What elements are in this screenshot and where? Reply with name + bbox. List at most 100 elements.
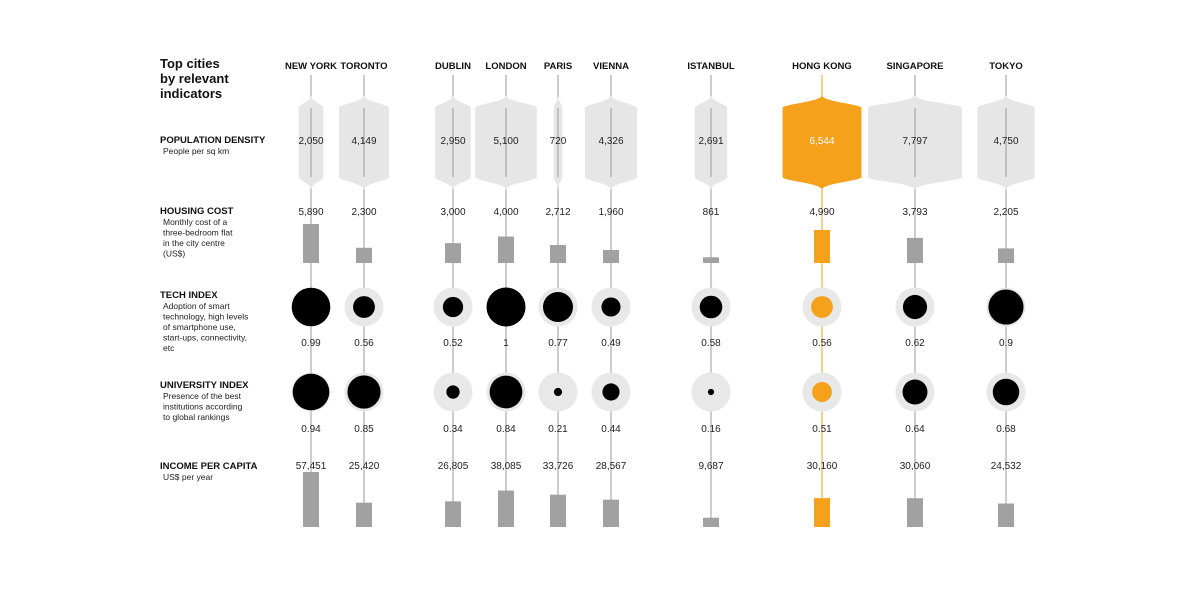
income-value: 30,060 [900,461,931,472]
income-value: 26,805 [438,461,469,472]
university-value: 0.68 [996,424,1016,435]
city-label: HONG KONG [792,61,852,72]
row-sublabel: (US$) [163,249,185,259]
tech-circle [442,296,464,318]
income-value: 24,532 [991,461,1022,472]
income-bar [303,472,319,527]
row-label: HOUSING COST [160,206,234,217]
city-label: NEW YORK [285,61,337,72]
housing-value: 2,712 [545,207,570,218]
housing-value: 3,793 [902,207,927,218]
university-value: 0.94 [301,424,321,435]
income-bar [814,498,830,527]
row-sublabel: Adoption of smart [163,301,230,311]
income-bar [498,490,514,527]
row-sublabel: institutions according [163,402,243,412]
housing-value: 1,960 [598,207,623,218]
row-sublabel: People per sq km [163,146,229,156]
tech-value: 0.77 [548,338,568,349]
city-label: TORONTO [340,61,387,72]
housing-bar [303,224,319,263]
income-value: 33,726 [543,461,574,472]
city-label: PARIS [544,61,572,72]
housing-value: 3,000 [440,207,465,218]
density-value: 6,544 [809,136,834,147]
row-sublabel: in the city centre [163,238,225,248]
density-value: 4,750 [993,136,1018,147]
tech-value: 0.56 [812,338,832,349]
tech-circle [811,296,833,318]
university-circle [902,379,928,405]
row-label: UNIVERSITY INDEX [160,380,249,391]
housing-bar [498,236,514,263]
housing-bar [445,243,461,263]
housing-bar [603,250,619,263]
tech-value: 0.56 [354,338,374,349]
row-sublabel: Presence of the best [163,391,242,401]
income-value: 9,687 [698,461,723,472]
housing-value: 4,000 [493,207,518,218]
row-sublabel: etc [163,343,175,353]
housing-bar [550,245,566,263]
tech-circle [988,289,1024,325]
university-value: 0.84 [496,424,516,435]
income-bar [445,501,461,527]
income-bar [550,494,566,527]
income-bar [998,503,1014,527]
city-label: SINGAPORE [886,61,943,72]
university-circle [992,378,1020,406]
income-value: 30,160 [807,461,838,472]
row-sublabel: start-ups, connectivity, [163,333,247,343]
tech-value: 1 [503,338,509,349]
density-value: 2,691 [698,136,723,147]
tech-circle [486,287,526,327]
housing-bar [356,247,372,263]
university-circle [292,373,330,411]
housing-value: 2,300 [351,207,376,218]
density-value: 7,797 [902,136,927,147]
housing-value: 5,890 [298,207,323,218]
density-band [782,95,862,190]
income-value: 25,420 [349,461,380,472]
tech-value: 0.58 [701,338,721,349]
row-sublabel: Monthly cost of a [163,217,228,227]
city-label: DUBLIN [435,61,471,72]
tech-circle [291,287,331,327]
tech-circle [353,296,375,318]
city-label: LONDON [485,61,526,72]
density-value: 4,326 [598,136,623,147]
chart-title-line: by relevant [160,71,229,86]
city-label: ISTANBUL [687,61,735,72]
city-label: VIENNA [593,61,629,72]
university-value: 0.64 [905,424,925,435]
tech-circle [542,291,574,323]
housing-bar [703,257,719,263]
tech-value: 0.49 [601,338,621,349]
density-value: 5,100 [493,136,518,147]
housing-value: 4,990 [809,207,834,218]
university-value: 0.51 [812,424,832,435]
density-value: 4,149 [351,136,376,147]
tech-circle [601,297,621,317]
row-sublabel: to global rankings [163,412,230,422]
density-value: 720 [550,136,567,147]
tech-value: 0.9 [999,338,1013,349]
university-value: 0.34 [443,424,463,435]
income-bar [356,502,372,527]
housing-bar [998,248,1014,263]
row-label: INCOME PER CAPITA [160,461,258,472]
row-label: POPULATION DENSITY [160,135,266,146]
row-sublabel: three-bedroom flat [163,228,233,238]
housing-bar [814,229,830,263]
university-circle [347,375,381,409]
university-circle [489,375,523,409]
income-bar [603,499,619,527]
university-circle [602,383,620,401]
density-value: 2,050 [298,136,323,147]
income-bar [907,498,923,527]
row-sublabel: technology, high levels [163,312,248,322]
row-label: TECH INDEX [160,290,218,301]
chart-title-line: indicators [160,86,222,101]
